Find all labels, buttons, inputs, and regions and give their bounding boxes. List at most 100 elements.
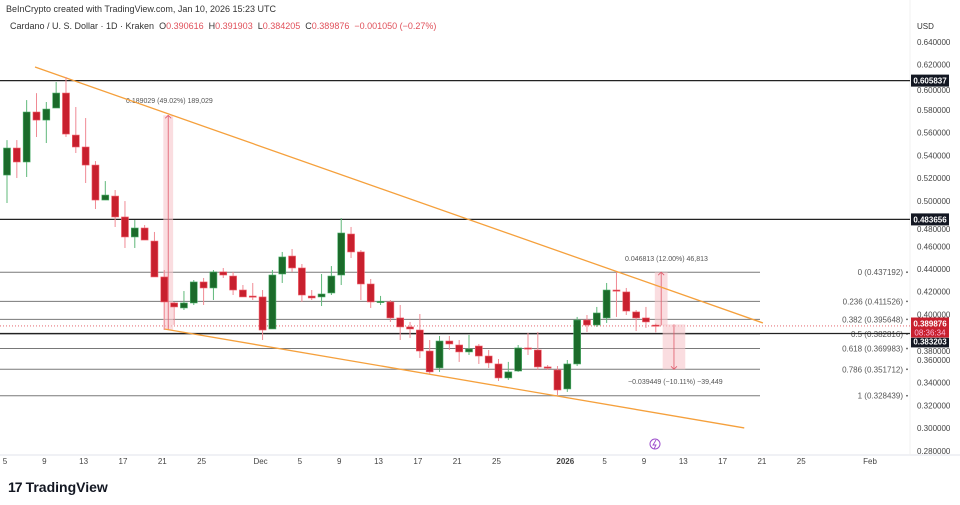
y-tick-label: 0.640000: [917, 38, 951, 47]
candle-body: [239, 289, 247, 298]
candle-body: [298, 267, 306, 296]
candle-body: [651, 324, 660, 327]
x-tick-label: Dec: [253, 457, 267, 466]
event-flash-icon: [649, 438, 661, 450]
candle-body: [268, 274, 277, 330]
candle-body: [376, 301, 385, 303]
tradingview-logo-icon: 17: [8, 479, 23, 495]
high-value: 0.391903: [215, 21, 253, 31]
candle-body: [543, 366, 552, 369]
x-tick-label: 5: [3, 457, 8, 466]
candle-body: [642, 317, 650, 323]
candle-body: [72, 134, 80, 148]
candle-body: [445, 340, 454, 345]
x-tick-label: Feb: [863, 457, 877, 466]
y-tick-label: 0.320000: [917, 401, 951, 410]
candle-body: [475, 345, 483, 357]
open-value: 0.390616: [166, 21, 204, 31]
candle-body: [22, 111, 31, 163]
open-label: O: [159, 21, 167, 31]
y-tick-label: 0.360000: [917, 356, 951, 365]
event-bolt-icon: [652, 439, 657, 450]
candle-body: [199, 281, 208, 289]
fib-level-label: 0.382 (0.395648): [842, 315, 903, 324]
fib-level-marker: [906, 368, 908, 371]
y-tick-label: 0.380000: [917, 347, 951, 356]
candle-body: [121, 216, 129, 238]
fib-level-label: 0.618 (0.369983): [842, 345, 903, 354]
change-value: −0.001050 (−0.27%): [354, 21, 437, 31]
x-tick-label: 17: [413, 457, 422, 466]
fib-level-marker: [906, 318, 908, 321]
candle-body: [563, 363, 572, 390]
candle-body: [327, 275, 336, 294]
candle-body: [366, 283, 375, 303]
x-tick-label: 17: [119, 457, 128, 466]
candle-body: [465, 348, 473, 353]
x-tick-label: 5: [602, 457, 607, 466]
y-tick-label: 0.600000: [917, 86, 951, 95]
price-tag-label: 0.483656: [913, 215, 947, 224]
candle-body: [140, 227, 149, 241]
x-tick-label: 9: [642, 457, 647, 466]
y-tick-label: 0.300000: [917, 424, 951, 433]
y-tick-label: 0.560000: [917, 129, 951, 138]
candle-body: [307, 295, 316, 299]
x-tick-label: 2026: [556, 457, 574, 466]
x-tick-label: 13: [79, 457, 88, 466]
candle-body: [524, 347, 532, 350]
low-value: 0.384205: [262, 21, 301, 31]
high-label: H: [208, 21, 216, 31]
ohlc-legend: Cardano / U. S. Dollar · 1D · Kraken O0.…: [10, 21, 436, 31]
y-tick-label: 0.440000: [917, 265, 951, 274]
fib-level-label: 0.5 (0.382816): [851, 330, 903, 339]
candle-body: [602, 289, 611, 319]
x-tick-label: 17: [718, 457, 727, 466]
candle-body: [170, 302, 178, 308]
candle-body: [258, 296, 267, 331]
candle-body: [416, 329, 424, 352]
fib-level-marker: [906, 394, 908, 397]
candle-body: [612, 289, 621, 292]
candle-body: [248, 295, 257, 298]
x-tick-label: 21: [757, 457, 766, 466]
candle-body: [32, 111, 41, 121]
candle-body: [632, 311, 640, 319]
candle-body: [219, 271, 228, 276]
y-tick-label: 0.540000: [917, 151, 951, 160]
candle-body: [337, 232, 346, 276]
fib-level-label: 0.236 (0.411526): [843, 297, 904, 306]
y-tick-label: 0.460000: [917, 242, 951, 251]
x-tick-label: 9: [42, 457, 47, 466]
candle-body: [484, 355, 493, 364]
candle-body: [209, 271, 218, 289]
candle-body: [592, 312, 601, 326]
x-tick-label: 13: [374, 457, 383, 466]
candle-body: [91, 164, 100, 201]
candle-body: [494, 363, 503, 379]
x-tick-label: 21: [158, 457, 167, 466]
candle-body: [573, 319, 581, 365]
x-tick-label: 5: [298, 457, 303, 466]
tradingview-logo-text: TradingView: [25, 479, 108, 495]
candle-body: [534, 349, 542, 368]
fib-level-marker: [906, 300, 908, 303]
candle-body: [455, 344, 463, 353]
candle-body: [52, 92, 60, 109]
candle-body: [229, 275, 237, 291]
measure-label: −0.039449 (−10.11%) −39,449: [628, 379, 723, 386]
candle-body: [396, 317, 405, 328]
candle-body: [347, 233, 355, 253]
tradingview-logo: 17 TradingView: [8, 479, 108, 495]
symbol-title[interactable]: Cardano / U. S. Dollar · 1D · Kraken: [10, 21, 155, 31]
y-tick-label: 0.420000: [917, 288, 951, 297]
candle-body: [504, 371, 513, 379]
price-tag: [911, 74, 949, 87]
candle-body: [13, 147, 21, 163]
measure-arrowhead-icon: [657, 271, 665, 276]
y-tick-label: 0.500000: [917, 197, 951, 206]
candle-body: [3, 147, 11, 176]
trendline-upper: [34, 66, 764, 324]
x-tick-label: 21: [453, 457, 462, 466]
